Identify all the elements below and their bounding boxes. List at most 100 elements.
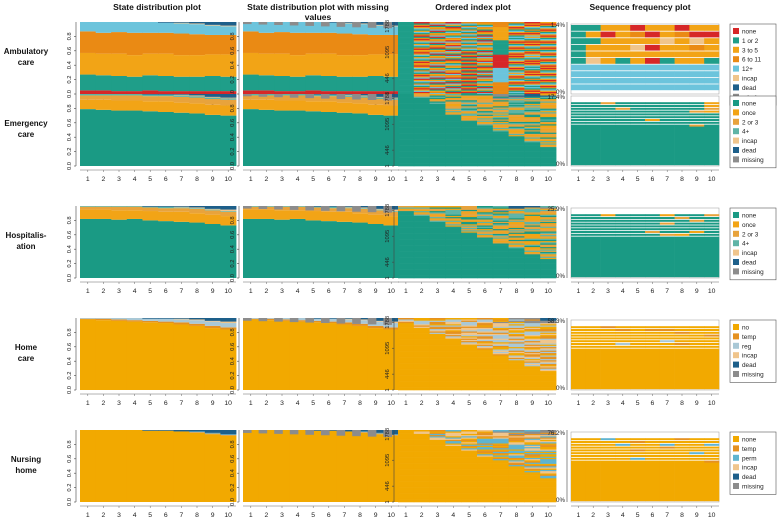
index-sequence-cell	[429, 436, 446, 438]
index-sequence-cell	[492, 115, 509, 118]
freq-sequence-cell	[585, 31, 601, 38]
index-sequence-cell	[477, 449, 494, 451]
index-sequence-cell	[524, 133, 541, 136]
dist-bar-segment	[189, 103, 206, 114]
index-sequence-cell	[429, 324, 446, 326]
index-sequence-cell	[429, 35, 446, 37]
index-sequence-cell	[540, 37, 557, 40]
index-sequence-cell	[445, 338, 462, 340]
index-sequence-cell	[398, 25, 415, 28]
x-tick-label: 3	[280, 512, 284, 519]
x-tick-label: 2	[265, 512, 269, 519]
index-sequence-cell	[461, 498, 478, 500]
x-tick-label: 5	[311, 512, 315, 519]
index-sequence-cell	[477, 469, 494, 472]
dist-bar-segment	[142, 22, 159, 33]
index-sequence-cell	[524, 208, 541, 210]
index-sequence-cell	[492, 221, 509, 224]
freq-sequence-cell	[674, 350, 690, 390]
index-sequence-cell	[477, 154, 494, 156]
index-sequence-cell	[398, 38, 415, 41]
index-sequence-cell	[398, 100, 415, 102]
index-sequence-cell	[477, 92, 494, 95]
dist-bar-segment	[274, 430, 291, 502]
freq-sequence-cell	[674, 225, 690, 228]
freq-sequence-cell	[659, 222, 675, 225]
index-sequence-cell	[445, 268, 462, 270]
freq-sequence-cell	[630, 452, 646, 455]
index-sequence-cell	[524, 260, 541, 262]
index-sequence-cell	[508, 44, 525, 47]
index-sequence-cell	[398, 369, 415, 372]
index-sequence-cell	[508, 468, 525, 470]
index-sequence-cell	[508, 225, 525, 227]
index-sequence-cell	[524, 237, 541, 239]
dist-bar-segment	[111, 91, 128, 94]
freq-sequence-cell	[704, 105, 720, 107]
index-sequence-cell	[445, 451, 462, 454]
freq-sequence-cell	[645, 228, 661, 231]
index-sequence-cell	[461, 102, 478, 104]
index-sequence-cell	[524, 327, 541, 330]
index-sequence-cell	[461, 456, 478, 458]
dist-bar-segment	[352, 103, 369, 114]
index-sequence-cell	[524, 50, 541, 53]
index-sequence-cell	[429, 219, 446, 221]
index-sequence-cell	[492, 40, 509, 42]
freq-sequence-cell	[615, 460, 631, 463]
x-tick-label: 3	[117, 176, 121, 183]
dist-bar-segment	[80, 22, 96, 32]
freq-sequence-cell	[600, 441, 616, 443]
index-sequence-cell	[429, 130, 446, 132]
index-sequence-cell	[477, 107, 494, 109]
index-sequence-cell	[413, 387, 430, 390]
index-sequence-cell	[461, 276, 478, 279]
index-sequence-cell	[445, 455, 462, 457]
index-sequence-cell	[398, 338, 415, 340]
index-sequence-cell	[540, 474, 557, 476]
index-sequence-cell	[398, 125, 415, 127]
index-sequence-cell	[524, 232, 541, 234]
index-sequence-cell	[413, 103, 430, 106]
index-sequence-cell	[398, 260, 415, 262]
index-sequence-cell	[492, 376, 509, 379]
index-sequence-cell	[508, 124, 525, 126]
index-sequence-cell	[477, 364, 494, 367]
dist-bar-segment	[289, 22, 306, 33]
index-sequence-cell	[492, 456, 509, 458]
x-tick-label: 6	[164, 400, 168, 407]
index-sequence-cell	[540, 120, 557, 122]
index-sequence-cell	[461, 349, 478, 351]
index-sequence-cell	[398, 231, 415, 233]
dist-bar-segment	[111, 219, 128, 278]
index-sequence-cell	[413, 470, 430, 473]
index-sequence-cell	[413, 23, 430, 25]
index-sequence-cell	[413, 72, 430, 74]
index-sequence-cell	[398, 76, 415, 78]
freq-sequence-cell	[689, 238, 705, 278]
index-sequence-cell	[461, 444, 478, 446]
freq-sequence-cell	[704, 126, 720, 166]
index-sequence-cell	[461, 216, 478, 219]
index-sequence-cell	[429, 266, 446, 268]
index-sequence-cell	[524, 149, 541, 151]
freq-sequence-cell	[615, 51, 631, 58]
index-sequence-cell	[524, 469, 541, 472]
index-sequence-cell	[492, 70, 509, 72]
index-sequence-cell	[508, 484, 525, 486]
freq-sequence-cell	[689, 113, 705, 116]
freq-sequence-cell	[571, 126, 587, 166]
x-tick-label: 10	[224, 400, 232, 407]
index-sequence-cell	[429, 143, 446, 145]
freq-sequence-cell	[571, 343, 587, 345]
index-sequence-cell	[540, 136, 557, 138]
index-sequence-cell	[461, 327, 478, 330]
index-sequence-cell	[492, 210, 509, 213]
index-sequence-cell	[540, 487, 557, 490]
index-sequence-cell	[461, 114, 478, 116]
index-sequence-cell	[398, 264, 415, 267]
legend-label: dead	[742, 148, 757, 155]
index-sequence-cell	[540, 239, 557, 242]
index-sequence-cell	[445, 91, 462, 94]
index-sequence-cell	[477, 326, 494, 328]
